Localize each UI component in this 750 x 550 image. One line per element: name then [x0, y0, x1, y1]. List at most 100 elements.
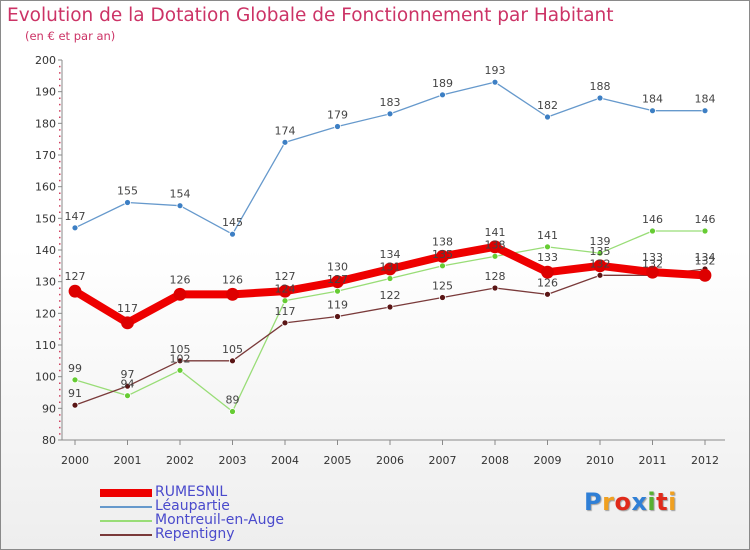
x-tick-label: 2007 [429, 454, 457, 467]
data-label-rumesnil: 126 [222, 273, 243, 286]
data-label-montreuil-en-auge: 139 [590, 235, 611, 248]
y-minor-tick [59, 78, 61, 80]
data-point-l-aupartie [701, 107, 709, 115]
data-label-l-aupartie: 145 [222, 216, 243, 229]
data-label-montreuil-en-auge: 146 [695, 213, 716, 226]
data-point-repentigny [71, 401, 79, 409]
logo-letter: t [656, 488, 669, 516]
data-label-montreuil-en-auge: 124 [275, 283, 296, 296]
data-label-l-aupartie: 179 [327, 109, 348, 122]
y-minor-tick [59, 357, 61, 359]
data-point-montreuil-en-auge [334, 287, 341, 295]
data-point-l-aupartie [386, 110, 394, 118]
data-point-repentigny [544, 290, 551, 298]
data-label-montreuil-en-auge: 138 [485, 238, 506, 251]
logo-letter: i [668, 488, 677, 516]
y-minor-tick [59, 129, 61, 131]
y-minor-tick [59, 287, 61, 289]
y-minor-tick [59, 224, 61, 226]
y-minor-tick [59, 84, 61, 87]
y-minor-tick [59, 401, 61, 403]
data-label-rumesnil: 117 [117, 302, 138, 315]
data-label-l-aupartie: 147 [65, 210, 86, 223]
data-point-l-aupartie [544, 113, 551, 121]
data-point-montreuil-en-auge [701, 227, 709, 235]
y-minor-tick [59, 325, 61, 327]
data-point-l-aupartie [176, 202, 184, 210]
data-point-repentigny [439, 294, 446, 301]
legend-swatch [100, 489, 152, 497]
legend-label: Léaupartie [155, 498, 230, 514]
data-label-repentigny: 105 [222, 343, 243, 356]
data-label-montreuil-en-auge: 131 [380, 261, 401, 274]
data-label-l-aupartie: 183 [380, 96, 401, 109]
data-point-rumesnil [698, 268, 712, 282]
y-tick-label: 100 [35, 371, 56, 384]
x-tick-label: 2011 [639, 454, 667, 467]
data-label-rumesnil: 132 [695, 254, 716, 267]
y-minor-tick [59, 268, 61, 270]
data-point-repentigny [596, 271, 604, 279]
y-tick-label: 90 [42, 402, 56, 415]
data-label-repentigny: 125 [432, 280, 453, 293]
series-layer [68, 78, 712, 415]
data-point-l-aupartie [334, 123, 341, 130]
data-point-rumesnil [226, 287, 239, 301]
data-label-l-aupartie: 188 [590, 80, 611, 93]
y-tick-label: 110 [35, 339, 56, 352]
y-minor-tick [59, 72, 61, 74]
data-label-l-aupartie: 184 [642, 93, 663, 106]
x-tick-label: 2009 [534, 454, 562, 467]
x-tick-label: 2002 [166, 454, 194, 467]
logo-letter: r [602, 488, 615, 516]
data-label-repentigny: 105 [170, 343, 191, 356]
y-minor-tick [59, 192, 61, 194]
data-point-rumesnil [331, 275, 344, 289]
y-minor-tick [59, 395, 61, 397]
data-label-repentigny: 132 [590, 257, 611, 270]
data-point-rumesnil [646, 265, 659, 279]
y-tick-label: 130 [35, 276, 56, 289]
data-label-rumesnil: 138 [432, 235, 453, 248]
y-minor-tick [59, 338, 61, 340]
data-label-montreuil-en-auge: 141 [537, 229, 558, 242]
y-tick-label: 140 [35, 244, 56, 257]
data-point-rumesnil [383, 262, 397, 276]
y-minor-tick [59, 293, 61, 296]
legend-swatch [100, 520, 152, 522]
data-point-repentigny [281, 319, 289, 327]
data-point-montreuil-en-auge [281, 297, 289, 305]
data-point-l-aupartie [124, 199, 131, 206]
data-label-rumesnil: 127 [275, 270, 296, 283]
y-minor-tick [59, 382, 61, 384]
data-point-rumesnil [541, 265, 554, 279]
data-label-repentigny: 122 [380, 289, 401, 302]
data-point-rumesnil [278, 284, 292, 298]
data-point-l-aupartie [439, 91, 446, 99]
data-point-montreuil-en-auge [176, 366, 184, 374]
data-point-montreuil-en-auge [386, 275, 394, 282]
data-label-l-aupartie: 189 [432, 77, 453, 90]
data-point-repentigny [334, 313, 341, 320]
y-tick-label: 160 [35, 181, 56, 194]
y-minor-tick [59, 388, 61, 391]
data-label-montreuil-en-auge: 146 [642, 213, 663, 226]
data-label-montreuil-en-auge: 94 [121, 378, 135, 391]
data-label-montreuil-en-auge: 102 [170, 352, 191, 365]
y-minor-tick [59, 331, 61, 334]
logo-letter: x [631, 488, 648, 516]
data-label-repentigny: 117 [275, 305, 296, 318]
y-minor-tick [59, 414, 61, 416]
data-point-l-aupartie [71, 224, 79, 232]
data-point-montreuil-en-auge [649, 227, 656, 235]
x-tick-label: 2005 [324, 454, 352, 467]
data-label-rumesnil: 130 [327, 261, 348, 274]
y-minor-tick [59, 306, 61, 308]
y-minor-tick [59, 363, 61, 365]
x-tick-label: 2008 [481, 454, 509, 467]
legend-label: Repentigny [155, 526, 235, 542]
data-point-montreuil-en-auge [544, 243, 551, 251]
data-point-rumesnil [436, 249, 449, 263]
logo-letter: P [584, 488, 603, 516]
